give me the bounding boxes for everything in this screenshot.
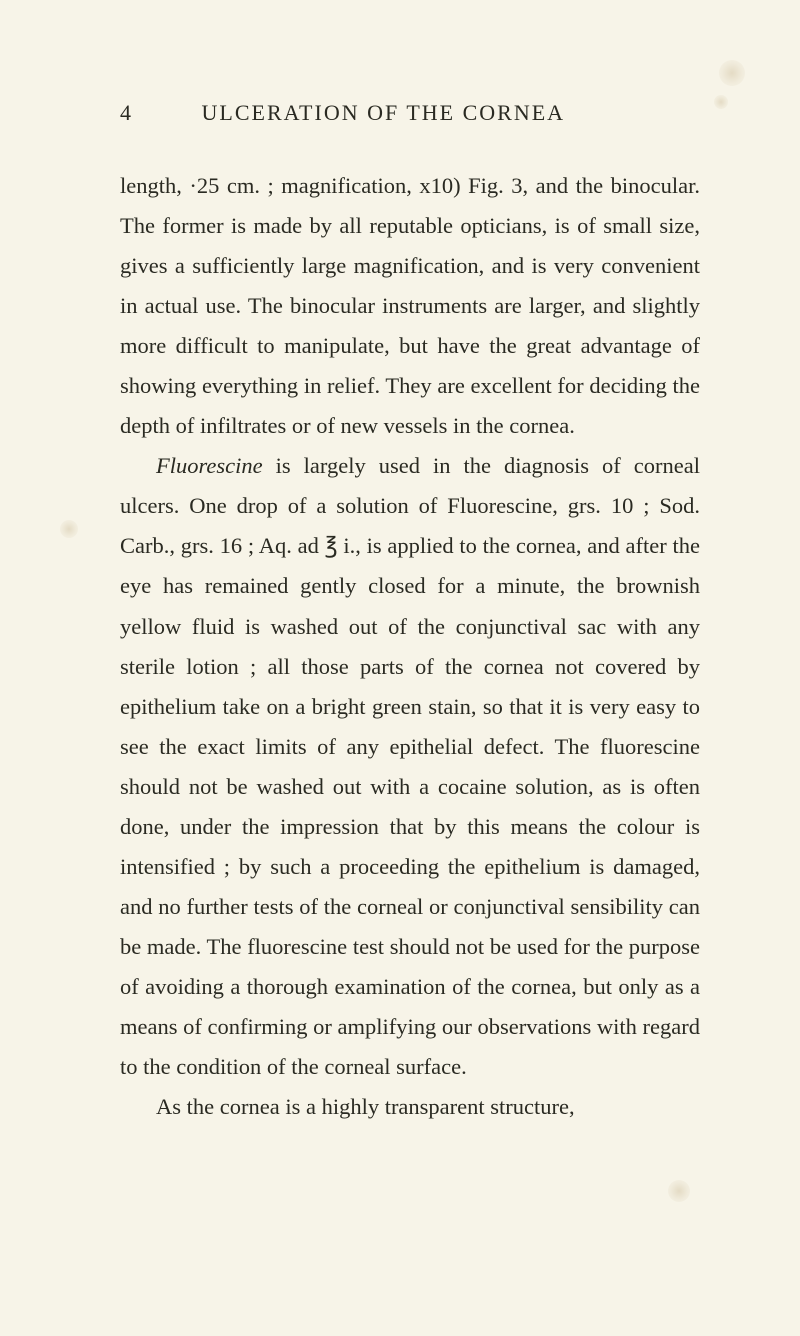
paper-foxing <box>719 60 745 86</box>
paragraph-continuation: length, ·25 cm. ; magnification, x10) Fi… <box>120 166 700 446</box>
running-header: 4 ULCERATION OF THE CORNEA <box>120 100 700 126</box>
paragraph: As the cornea is a highly transparent st… <box>120 1087 700 1127</box>
paper-foxing <box>714 95 728 109</box>
paragraph: Fluorescine is largely used in the diagn… <box>120 446 700 1087</box>
paper-foxing <box>668 1180 690 1202</box>
page-number: 4 <box>120 100 132 126</box>
book-page: 4 ULCERATION OF THE CORNEA length, ·25 c… <box>0 0 800 1336</box>
paper-foxing <box>60 520 78 538</box>
body-text: length, ·25 cm. ; magnification, x10) Fi… <box>120 166 700 1127</box>
paragraph-text: is largely used in the diagnosis of corn… <box>120 453 700 1079</box>
italic-term: Fluorescine <box>156 453 263 478</box>
running-title: ULCERATION OF THE CORNEA <box>202 100 566 126</box>
